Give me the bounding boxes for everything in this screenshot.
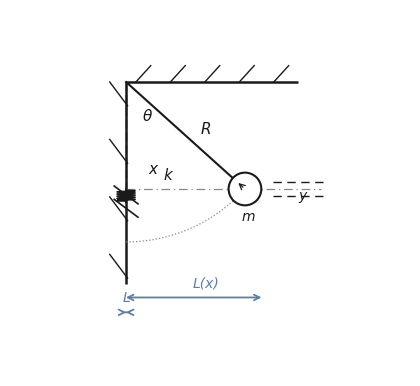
Text: m: m: [241, 210, 255, 224]
Text: x: x: [148, 162, 158, 177]
Text: k: k: [163, 168, 172, 183]
Text: R: R: [201, 122, 212, 137]
Circle shape: [228, 173, 261, 205]
Text: L(x): L(x): [192, 276, 219, 290]
Text: y: y: [299, 190, 307, 203]
Text: L: L: [122, 291, 130, 305]
Text: θ: θ: [142, 109, 152, 124]
